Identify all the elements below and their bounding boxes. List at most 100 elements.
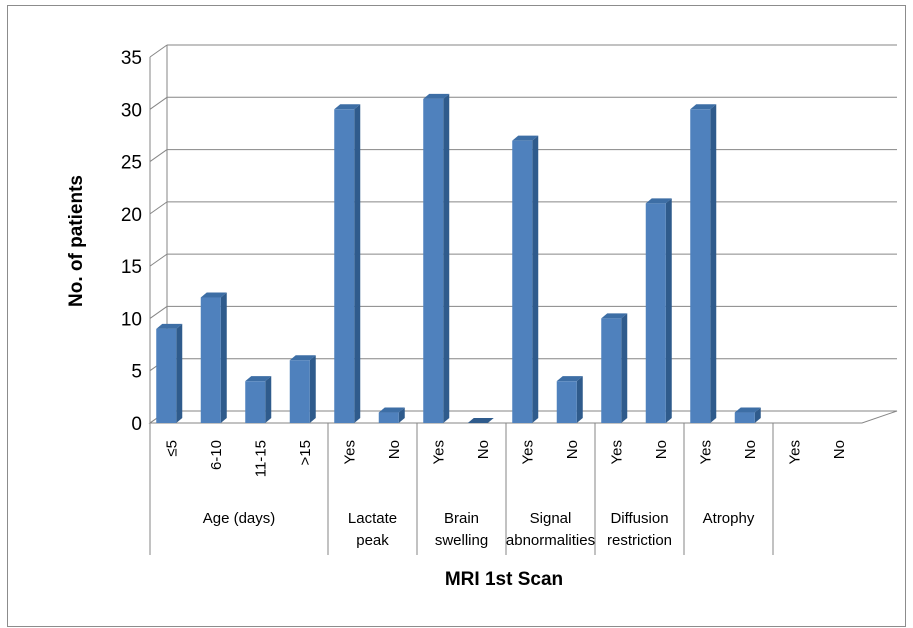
bar-side <box>176 323 183 423</box>
bar-top <box>512 135 539 141</box>
bar-front <box>512 140 533 423</box>
x-tick-label: No <box>564 440 581 459</box>
bar <box>645 198 672 423</box>
y-tick-label: 25 <box>121 153 142 174</box>
x-tick-label: 11-15 <box>252 440 269 477</box>
x-axis-title: MRI 1st Scan <box>445 569 563 590</box>
bar-top <box>556 376 583 382</box>
x-tick-label: >15 <box>297 440 314 465</box>
bar <box>512 135 539 423</box>
group-label: peak <box>356 532 389 549</box>
bar-front <box>423 98 444 423</box>
group-label: Signal <box>530 510 572 527</box>
x-tick-label: Yes <box>608 440 625 464</box>
group-label: Diffusion <box>610 510 668 527</box>
bar <box>690 104 717 424</box>
axes <box>148 57 898 555</box>
group-label: Atrophy <box>703 510 755 527</box>
x-tick-label: Yes <box>697 440 714 464</box>
bar-side <box>532 135 539 423</box>
bar-side <box>621 313 628 423</box>
x-tick-label: No <box>386 440 403 459</box>
group-label: swelling <box>435 532 488 549</box>
bar-side <box>443 93 450 423</box>
bar-front <box>289 360 310 423</box>
y-tick-label: 5 <box>131 362 142 383</box>
bar-top <box>245 376 272 382</box>
x-tick-label: No <box>653 440 670 459</box>
bar-side <box>309 355 316 423</box>
group-label: Age (days) <box>203 510 276 527</box>
bar-front <box>556 381 577 423</box>
group-label: Brain <box>444 510 479 527</box>
bar <box>601 313 628 423</box>
bar-side <box>710 104 717 424</box>
bar-front <box>645 203 666 423</box>
x-tick-label: Yes <box>430 440 447 464</box>
bar-top <box>734 407 761 413</box>
bar-top <box>423 93 450 99</box>
bar-side <box>665 198 672 423</box>
x-tick-label: Yes <box>341 440 358 464</box>
bar-side <box>754 407 761 423</box>
bar-top <box>334 104 361 110</box>
x-tick-label: No <box>742 440 759 459</box>
bar <box>156 323 183 423</box>
bar-side <box>354 104 361 424</box>
bar <box>245 376 272 423</box>
gridline-depth <box>149 253 168 267</box>
bar-top <box>378 407 405 413</box>
bar-front <box>334 109 355 424</box>
bar-side <box>265 376 272 423</box>
group-label: abnormalities <box>506 532 595 549</box>
bar-side <box>398 407 405 423</box>
bar-front <box>156 328 177 423</box>
y-tick-label: 20 <box>121 205 142 226</box>
y-axis-title: No. of patients <box>66 175 87 307</box>
bar <box>423 93 450 423</box>
bar-front <box>245 381 266 423</box>
group-label: Lactate <box>348 510 397 527</box>
bar-side <box>220 292 227 423</box>
x-tick-label: ≤5 <box>163 440 180 457</box>
bar <box>200 292 227 423</box>
x-tick-label: No <box>831 440 848 459</box>
labels: 0 5 10 15 20 25 30 35 ≤5 6-10 11-15 >15 Yes No Yes No Ye… <box>121 48 848 549</box>
bar-top <box>645 198 672 204</box>
bar-top <box>601 313 628 319</box>
bar-top <box>200 292 227 298</box>
bar-zero <box>467 418 494 423</box>
group-label: restriction <box>607 532 672 549</box>
y-tick-label: 35 <box>121 48 142 69</box>
y-tick-label: 10 <box>121 309 142 330</box>
bar <box>467 418 494 423</box>
bar-top <box>289 355 316 361</box>
bar-front <box>200 297 221 423</box>
bar-top <box>690 104 717 110</box>
bar <box>334 104 361 424</box>
y-tick-label: 15 <box>121 257 142 278</box>
chart-frame <box>7 5 906 627</box>
x-tick-label: Yes <box>519 440 536 464</box>
x-tick-label: No <box>475 440 492 459</box>
y-tick-label: 30 <box>121 100 142 121</box>
x-tick-label: 6-10 <box>208 440 225 470</box>
bar-side <box>576 376 583 423</box>
bar-top <box>156 323 183 329</box>
bar-front <box>378 412 399 423</box>
bar <box>289 355 316 423</box>
gridline-depth <box>149 306 168 319</box>
bar <box>378 407 405 423</box>
gridline-depth <box>149 44 168 58</box>
x-tick-label: Yes <box>786 440 803 464</box>
y-tick-label: 0 <box>131 414 142 435</box>
bar <box>734 407 761 423</box>
bar-front <box>734 412 755 423</box>
gridline-depth <box>149 201 168 215</box>
gridline-depth <box>149 149 168 162</box>
bars <box>156 93 761 424</box>
bar-front <box>601 318 622 423</box>
gridline-depth <box>149 96 168 110</box>
bar <box>556 376 583 423</box>
